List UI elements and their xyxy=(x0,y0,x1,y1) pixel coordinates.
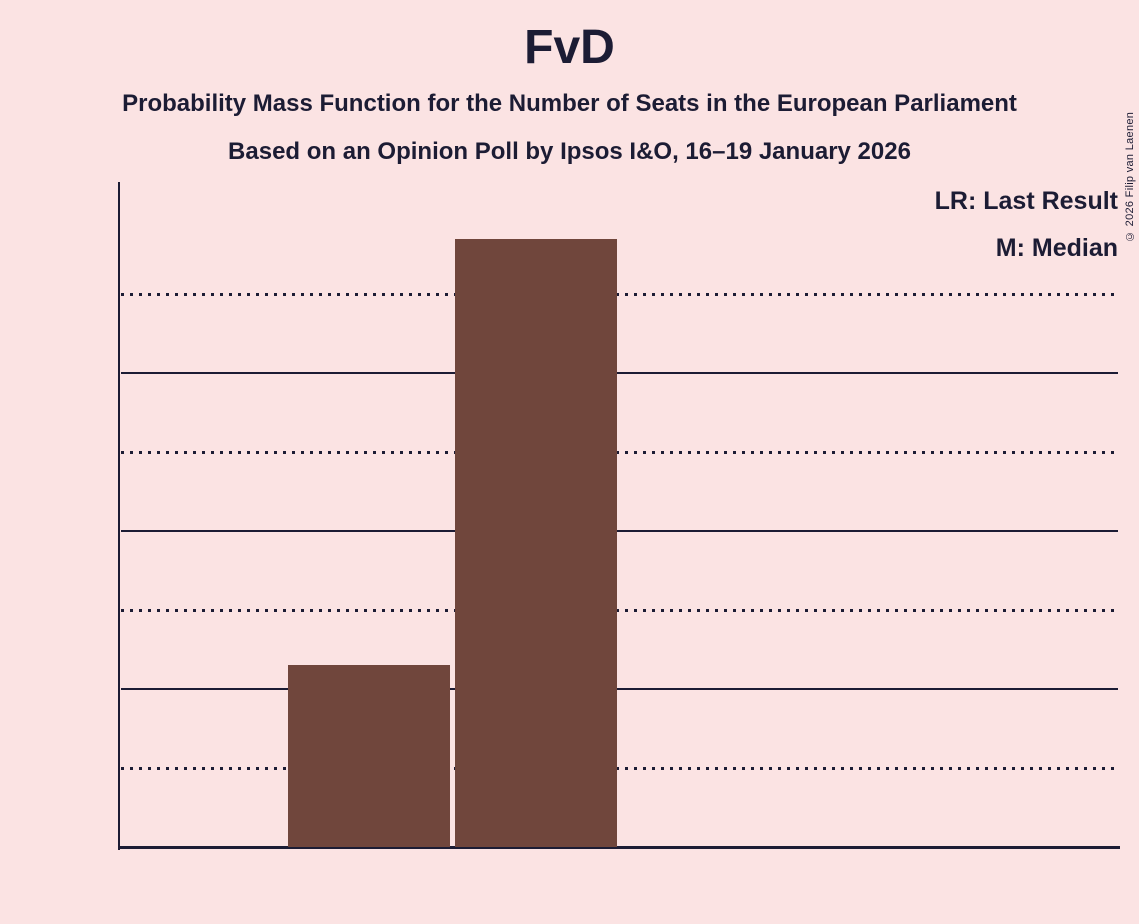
bar-seats-2 xyxy=(454,238,617,847)
gridline-dotted-30pct xyxy=(121,609,1118,612)
chart-title: FvD xyxy=(524,21,615,74)
copyright-notice: © 2026 Filip van Laenen xyxy=(1124,111,1136,242)
chart-poll-info: Based on an Opinion Poll by Ipsos I&O, 1… xyxy=(228,138,911,165)
chart-subtitle: Probability Mass Function for the Number… xyxy=(122,90,1017,117)
gridline-60pct xyxy=(121,372,1118,374)
gridline-dotted-70pct xyxy=(121,293,1118,296)
y-axis-line xyxy=(118,182,120,850)
gridline-dotted-10pct xyxy=(121,767,1118,770)
legend-median: M: Median xyxy=(995,234,1118,262)
x-axis-line xyxy=(119,846,1120,849)
legend-last-result: LR: Last Result xyxy=(934,187,1118,215)
gridline-dotted-50pct xyxy=(121,451,1118,454)
legend: LR: Last Result M: Median xyxy=(935,186,1118,263)
gridline-20pct xyxy=(121,688,1118,690)
bar-seats-1 xyxy=(287,665,451,847)
gridline-40pct xyxy=(121,530,1118,532)
